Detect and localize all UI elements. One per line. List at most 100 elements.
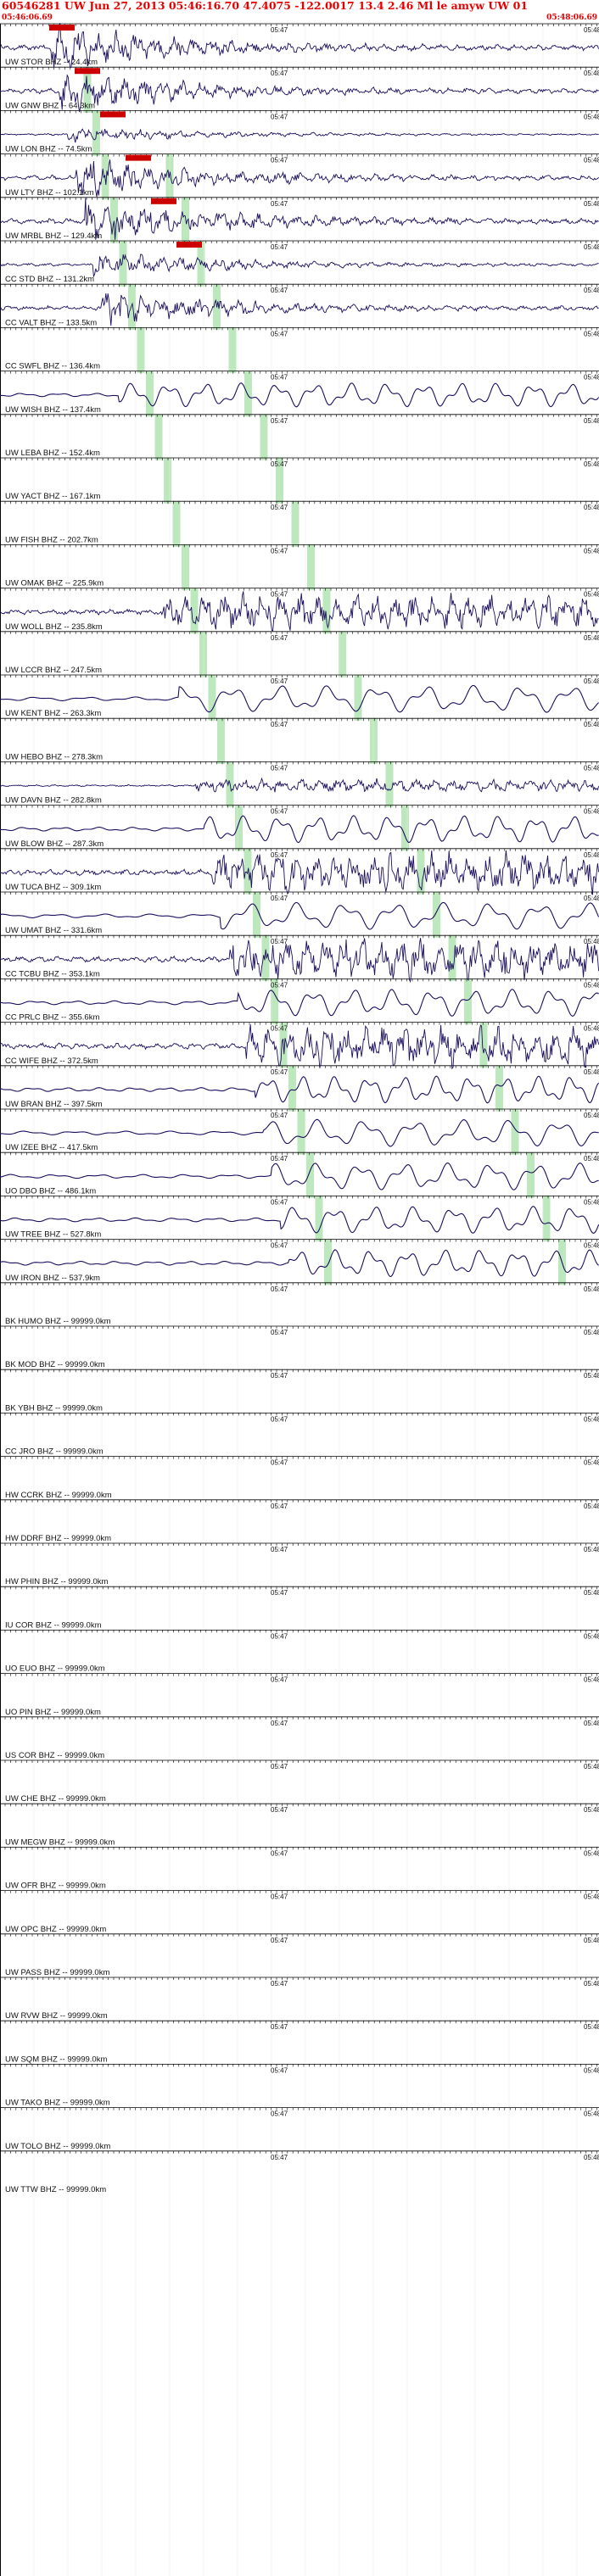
tick-label-0548: 05:48 bbox=[584, 1546, 599, 1553]
tick-label-0547: 05:47 bbox=[271, 113, 288, 120]
tick-label-0548: 05:48 bbox=[584, 26, 599, 34]
tick-label-0547: 05:47 bbox=[271, 1849, 288, 1857]
tick-label-0548: 05:48 bbox=[584, 1589, 599, 1597]
tick-label-0547: 05:47 bbox=[271, 1503, 288, 1510]
tick-label-0547: 05:47 bbox=[271, 677, 288, 685]
tick-label-0547: 05:47 bbox=[271, 460, 288, 468]
tick-label-0548: 05:48 bbox=[584, 504, 599, 511]
tick-label-0547: 05:47 bbox=[271, 1198, 288, 1206]
tick-label-0547: 05:47 bbox=[271, 287, 288, 294]
p-phase-band bbox=[110, 197, 118, 243]
tick-label-0547: 05:47 bbox=[271, 1329, 288, 1336]
p-phase-band bbox=[154, 414, 163, 460]
p-phase-band bbox=[306, 1152, 314, 1198]
tick-label-0547: 05:47 bbox=[271, 200, 288, 208]
tick-label-0548: 05:48 bbox=[584, 1285, 599, 1293]
tick-label-0548: 05:48 bbox=[584, 1198, 599, 1206]
p-phase-band bbox=[172, 501, 181, 547]
tick-label-0548: 05:48 bbox=[584, 330, 599, 337]
p-phase-band bbox=[261, 935, 270, 981]
tick-label-0547: 05:47 bbox=[271, 1155, 288, 1163]
p-phase-band bbox=[164, 458, 171, 504]
p-phase-band bbox=[271, 979, 278, 1025]
s-phase-band bbox=[433, 892, 440, 938]
tick-label-0548: 05:48 bbox=[584, 1720, 599, 1727]
tick-label-0548: 05:48 bbox=[584, 113, 599, 120]
p-phase-band bbox=[288, 1065, 296, 1112]
tick-label-0548: 05:48 bbox=[584, 417, 599, 425]
tick-label-0547: 05:47 bbox=[271, 157, 288, 164]
tick-label-0548: 05:48 bbox=[584, 1112, 599, 1119]
tick-label-0548: 05:48 bbox=[584, 1676, 599, 1684]
s-phase-band bbox=[385, 761, 394, 808]
tick-label-0547: 05:47 bbox=[271, 417, 288, 425]
p-phase-band bbox=[235, 805, 243, 851]
tick-label-0548: 05:48 bbox=[584, 1329, 599, 1336]
tick-label-0548: 05:48 bbox=[584, 287, 599, 294]
tick-label-0547: 05:47 bbox=[271, 764, 288, 772]
tick-label-0548: 05:48 bbox=[584, 895, 599, 902]
p-phase-band bbox=[208, 675, 216, 721]
tick-label-0547: 05:47 bbox=[271, 981, 288, 989]
s-phase-band bbox=[244, 371, 252, 417]
s-phase-band bbox=[401, 805, 409, 851]
p-phase-band bbox=[297, 1109, 305, 1155]
p-phase-band bbox=[199, 631, 207, 677]
tick-label-0547: 05:47 bbox=[271, 1242, 288, 1250]
tick-label-0548: 05:48 bbox=[584, 1503, 599, 1510]
p-phase-band bbox=[128, 284, 136, 330]
tick-label-0548: 05:48 bbox=[584, 1068, 599, 1076]
tick-label-0547: 05:47 bbox=[271, 808, 288, 816]
s-phase-band bbox=[448, 935, 456, 981]
tick-label-0547: 05:47 bbox=[271, 504, 288, 511]
tick-label-0547: 05:47 bbox=[271, 374, 288, 382]
tick-label-0547: 05:47 bbox=[271, 243, 288, 251]
p-phase-band bbox=[190, 588, 199, 634]
s-phase-band bbox=[542, 1196, 551, 1242]
p-phase-band bbox=[324, 1239, 332, 1285]
tick-label-0548: 05:48 bbox=[584, 200, 599, 208]
tick-label-0548: 05:48 bbox=[584, 70, 599, 77]
tick-label-0547: 05:47 bbox=[271, 26, 288, 34]
tick-label-0548: 05:48 bbox=[584, 157, 599, 164]
tick-label-0547: 05:47 bbox=[271, 1025, 288, 1033]
p-phase-band bbox=[119, 241, 127, 287]
s-phase-band bbox=[370, 718, 378, 764]
tick-label-0547: 05:47 bbox=[271, 547, 288, 555]
tick-label-0548: 05:48 bbox=[584, 1155, 599, 1163]
s-phase-band bbox=[495, 1065, 503, 1112]
s-phase-band bbox=[276, 458, 283, 504]
tick-label-0547: 05:47 bbox=[271, 1720, 288, 1727]
tick-label-0547: 05:47 bbox=[271, 70, 288, 77]
tick-label-0548: 05:48 bbox=[584, 1763, 599, 1770]
tick-label-0548: 05:48 bbox=[584, 721, 599, 728]
tick-label-0547: 05:47 bbox=[271, 1285, 288, 1293]
s-phase-band bbox=[260, 414, 268, 460]
tick-label-0547: 05:47 bbox=[271, 634, 288, 642]
tick-label-0548: 05:48 bbox=[584, 460, 599, 468]
s-phase-band bbox=[464, 979, 472, 1025]
p-phase-band bbox=[315, 1196, 323, 1242]
tick-label-0548: 05:48 bbox=[584, 851, 599, 859]
tick-label-0547: 05:47 bbox=[271, 1546, 288, 1553]
tick-label-0548: 05:48 bbox=[584, 1242, 599, 1250]
s-phase-band bbox=[307, 544, 315, 591]
s-phase-band bbox=[511, 1109, 519, 1155]
tick-label-0547: 05:47 bbox=[271, 591, 288, 599]
tick-label-0548: 05:48 bbox=[584, 374, 599, 382]
tick-label-0547: 05:47 bbox=[271, 1459, 288, 1467]
tick-label-0548: 05:48 bbox=[584, 1849, 599, 1857]
tick-label-0548: 05:48 bbox=[584, 547, 599, 555]
trace-axes: 05:47 05:48 05:47 05:48 05:47 05:48 05:47 05:48… bbox=[0, 23, 599, 2576]
tick-label-0548: 05:48 bbox=[584, 1459, 599, 1467]
tick-label-0548: 05:48 bbox=[584, 1025, 599, 1033]
tick-label-0548: 05:48 bbox=[584, 764, 599, 772]
tick-label-0547: 05:47 bbox=[271, 1415, 288, 1423]
tick-label-0548: 05:48 bbox=[584, 591, 599, 599]
s-phase-band bbox=[354, 675, 362, 721]
tick-label-0547: 05:47 bbox=[271, 1589, 288, 1597]
s-phase-band bbox=[228, 327, 237, 374]
s-phase-band bbox=[527, 1152, 535, 1198]
p-phase-band bbox=[146, 371, 154, 417]
